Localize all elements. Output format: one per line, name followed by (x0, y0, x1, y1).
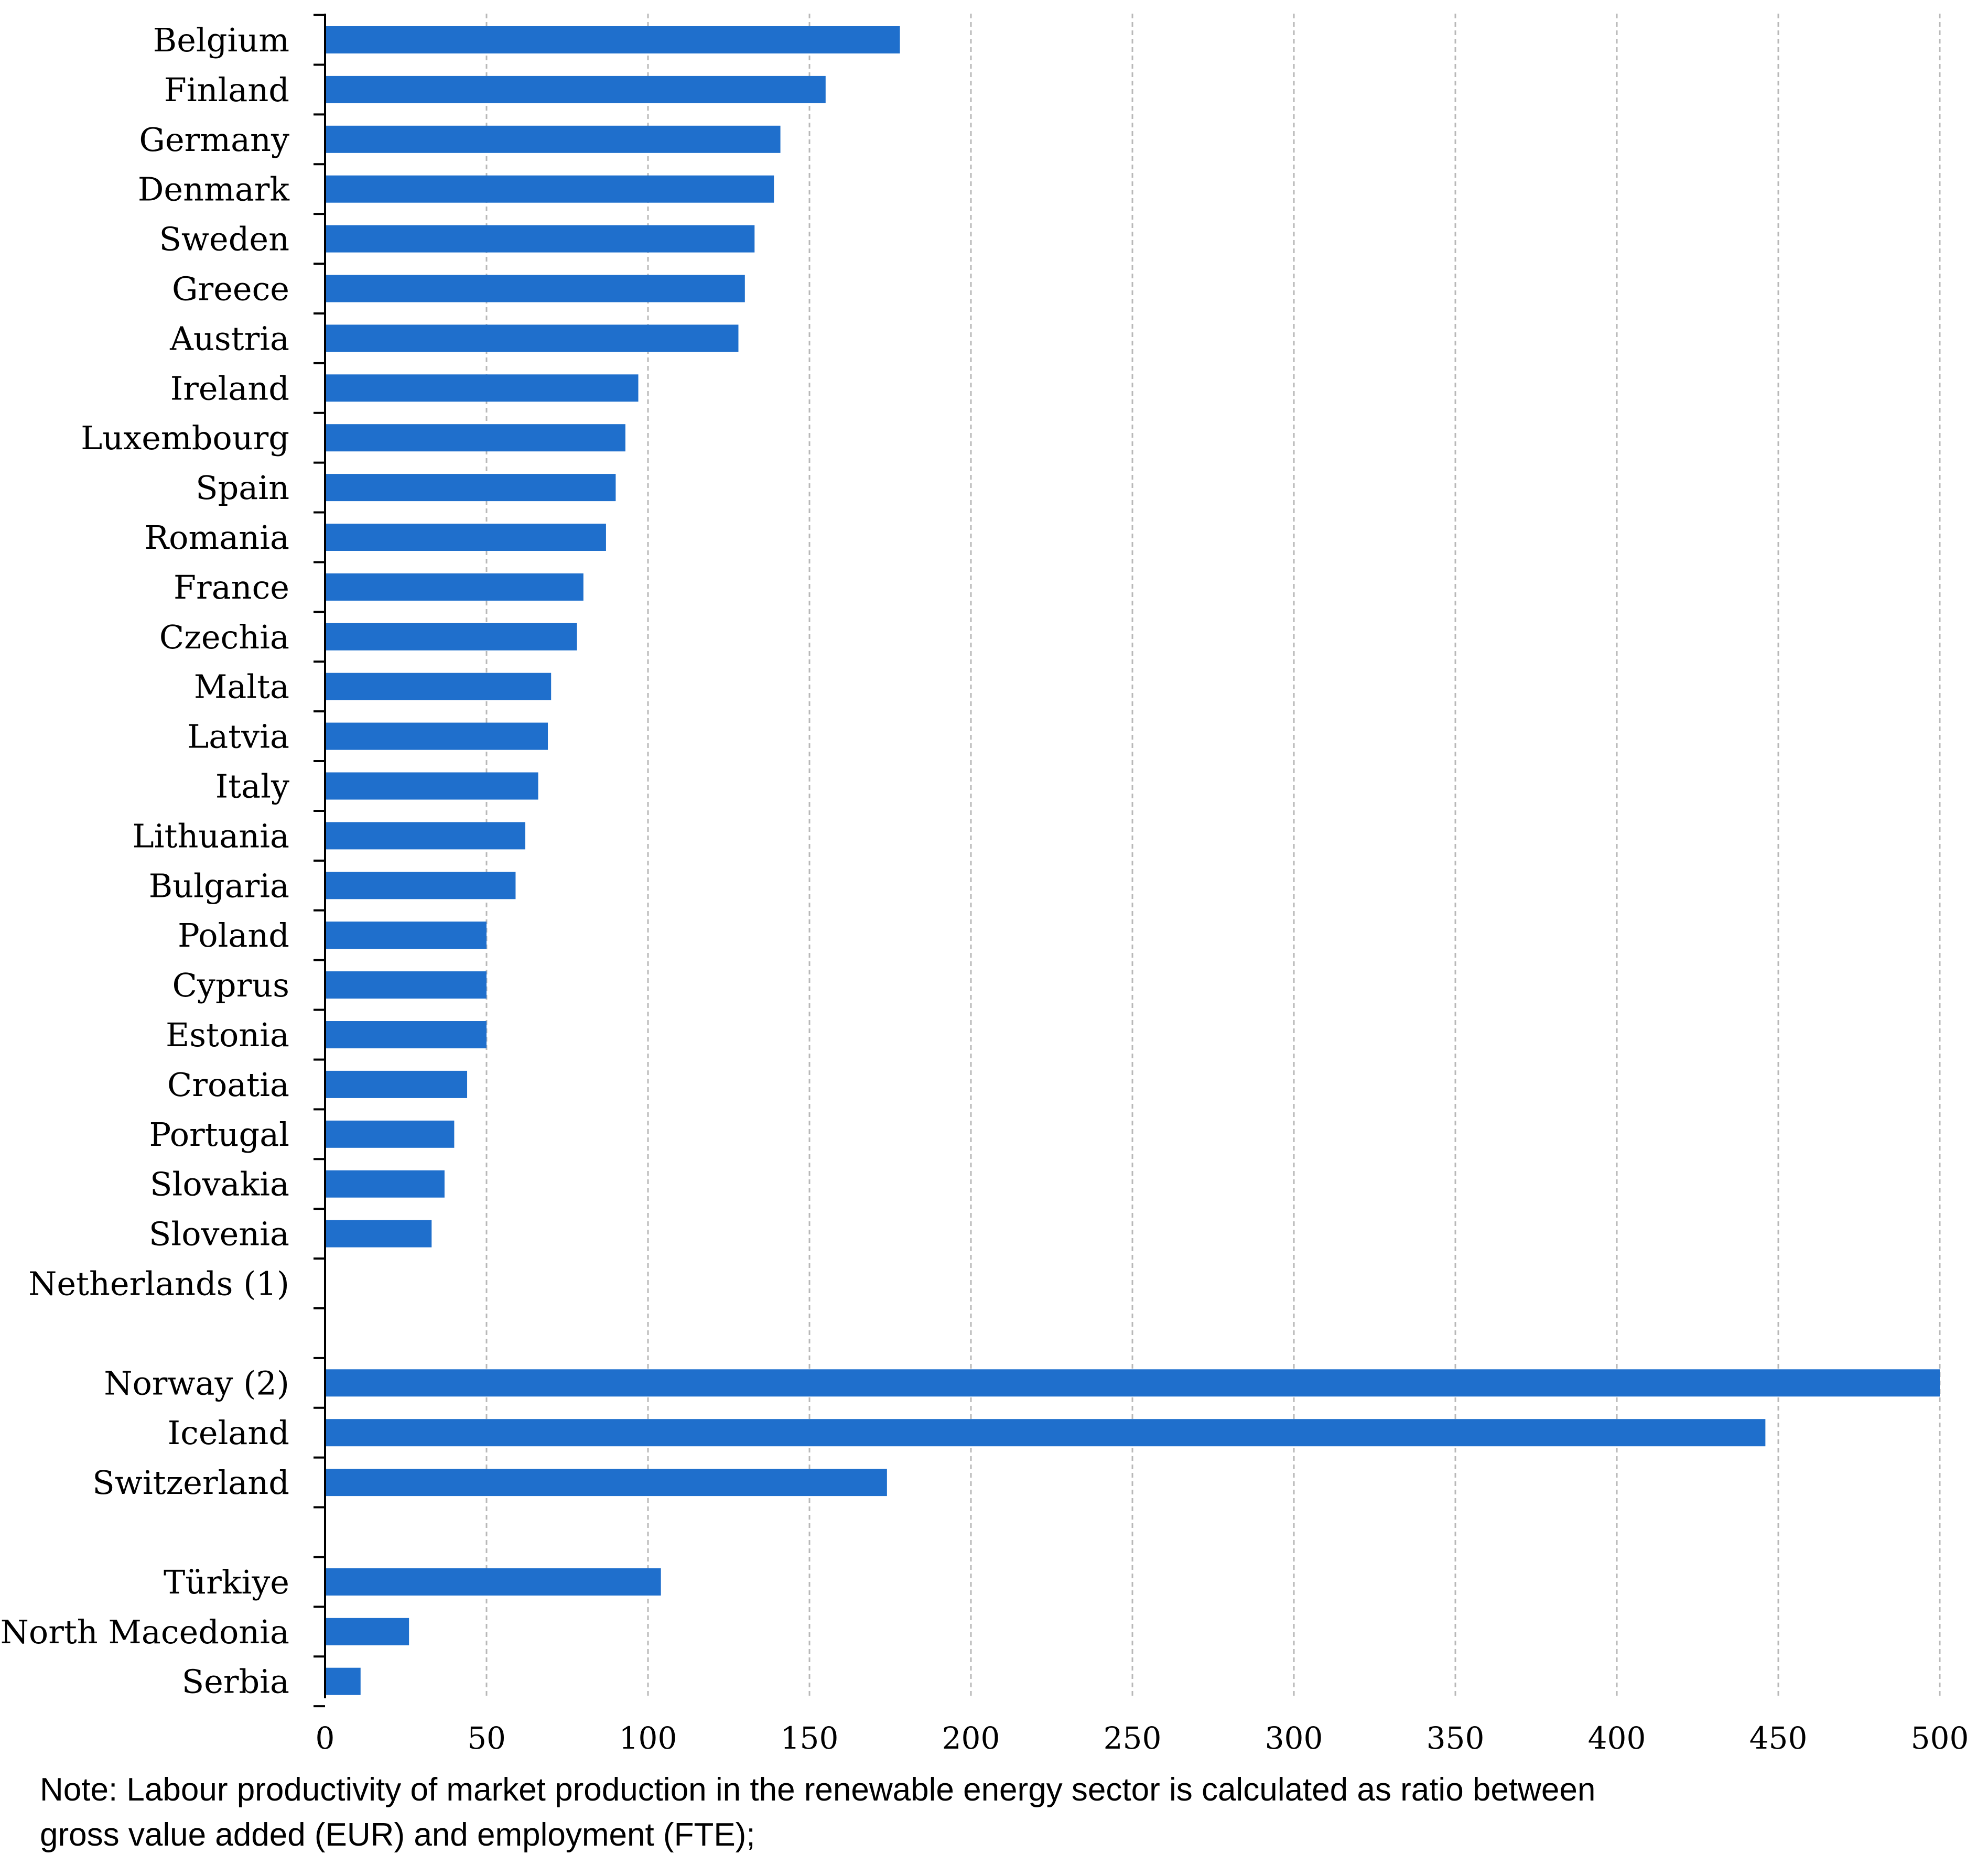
x-tick-label-350: 350 (1427, 1720, 1485, 1756)
category-label-ireland: Ireland (170, 369, 289, 407)
bar-greece (325, 275, 745, 302)
bar-iceland (325, 1419, 1766, 1447)
bars (325, 26, 1940, 1695)
bar-north-macedonia (325, 1618, 409, 1645)
bar-denmark (325, 175, 774, 203)
category-label-malta: Malta (194, 668, 289, 706)
note-line-2: gross value added (EUR) and employment (… (40, 1817, 755, 1853)
category-label-cyprus: Cyprus (172, 966, 289, 1004)
bar-belgium (325, 26, 900, 53)
x-tick-label-0: 0 (316, 1720, 335, 1756)
bar-france (325, 573, 584, 601)
x-tick-labels: 0 50 100 150 200 250 300 350 400 450 500 (316, 1720, 1969, 1756)
x-tick-label-500: 500 (1911, 1720, 1969, 1756)
bar-poland (325, 921, 487, 949)
category-label-slovenia: Slovenia (149, 1215, 289, 1253)
bar-italy (325, 772, 538, 800)
category-label-estonia: Estonia (166, 1016, 289, 1054)
category-label-switzerland: Switzerland (92, 1463, 289, 1502)
category-label-austria: Austria (169, 319, 289, 357)
bar-serbia (325, 1667, 361, 1695)
category-label-north-macedonia: North Macedonia (1, 1613, 289, 1651)
category-label-belgium: Belgium (153, 21, 289, 59)
category-label-italy: Italy (215, 767, 289, 806)
bar-switzerland (325, 1469, 887, 1497)
bar-ireland (325, 374, 639, 402)
bar-bulgaria (325, 872, 516, 899)
x-tick-label-50: 50 (467, 1720, 506, 1756)
x-tick-label-300: 300 (1265, 1720, 1323, 1756)
bar-luxembourg (325, 424, 625, 452)
category-label-croatia: Croatia (167, 1066, 289, 1104)
bar-austria (325, 324, 739, 352)
category-label-denmark: Denmark (138, 170, 290, 209)
category-label-bulgaria: Bulgaria (149, 866, 289, 905)
bar-sweden (325, 225, 755, 253)
category-label-sweden: Sweden (159, 220, 289, 258)
category-label-türkiye: Türkiye (164, 1563, 289, 1601)
category-label-finland: Finland (164, 71, 289, 109)
category-label-luxembourg: Luxembourg (81, 419, 289, 457)
category-label-iceland: Iceland (168, 1414, 289, 1452)
category-label-france: France (174, 568, 289, 606)
bar-portugal (325, 1120, 455, 1148)
bar-slovakia (325, 1170, 445, 1198)
x-tick-label-150: 150 (781, 1720, 839, 1756)
chart-note: Note: Labour productivity of market prod… (40, 1767, 1927, 1858)
category-labels: Belgium Finland Germany Denmark Sweden Greece… (1, 21, 290, 1701)
category-label-czechia: Czechia (159, 618, 289, 656)
bar-romania (325, 524, 606, 551)
category-label-latvia: Latvia (187, 718, 289, 756)
category-label-greece: Greece (172, 270, 289, 308)
category-label-spain: Spain (196, 469, 289, 507)
bar-malta (325, 673, 552, 700)
x-tick-label-100: 100 (619, 1720, 677, 1756)
bar-spain (325, 474, 616, 502)
bar-latvia (325, 722, 548, 750)
category-label-portugal: Portugal (149, 1115, 290, 1154)
bar-norway-2 (325, 1369, 1940, 1397)
category-label-poland: Poland (178, 916, 289, 955)
note-line-1: Note: Labour productivity of market prod… (40, 1772, 1596, 1808)
x-tick-label-200: 200 (942, 1720, 1000, 1756)
bar-estonia (325, 1021, 487, 1048)
bar-türkiye (325, 1568, 661, 1596)
category-label-slovakia: Slovakia (150, 1165, 289, 1203)
category-label-norway-2: Norway (2) (104, 1364, 289, 1402)
axes (314, 14, 326, 1708)
category-label-netherlands-1: Netherlands (1) (28, 1265, 289, 1303)
bar-lithuania (325, 822, 525, 850)
category-label-germany: Germany (139, 121, 289, 159)
category-label-lithuania: Lithuania (133, 817, 289, 855)
bar-czechia (325, 623, 577, 650)
bar-cyprus (325, 971, 487, 999)
bar-slovenia (325, 1220, 432, 1248)
bar-germany (325, 125, 781, 153)
x-tick-label-400: 400 (1588, 1720, 1646, 1756)
bar-croatia (325, 1070, 468, 1098)
category-label-serbia: Serbia (182, 1663, 289, 1701)
x-tick-label-250: 250 (1104, 1720, 1162, 1756)
bar-finland (325, 75, 826, 103)
category-label-romania: Romania (145, 518, 290, 557)
x-tick-label-450: 450 (1749, 1720, 1808, 1756)
